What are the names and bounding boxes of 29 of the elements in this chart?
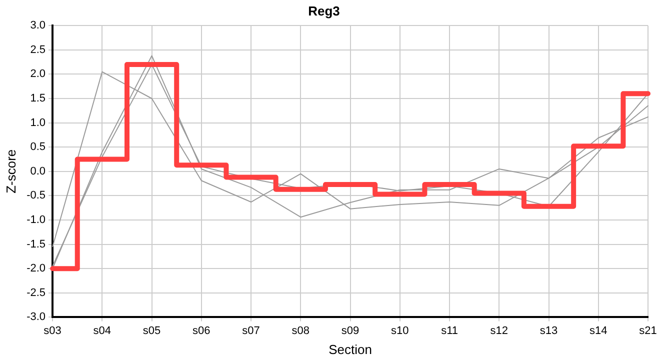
y-tick-label: 0.0 — [30, 165, 46, 178]
x-tick-label: s21 — [639, 324, 657, 337]
y-tick-label: 3.0 — [30, 20, 46, 32]
y-tick-label: -2.0 — [26, 262, 46, 275]
x-tick-label: s11 — [441, 324, 458, 337]
y-tick-label: 1.0 — [30, 116, 46, 129]
x-tick-label: s03 — [44, 324, 62, 337]
x-tick-label: s09 — [341, 324, 360, 337]
x-axis-title: Section — [328, 342, 372, 357]
y-tick-label: 2.5 — [30, 44, 46, 56]
y-tick-label: -1.5 — [26, 238, 46, 250]
y-tick-label: -2.5 — [26, 286, 46, 299]
x-tick-label: s05 — [142, 324, 161, 337]
y-tick-label: -0.5 — [26, 190, 46, 202]
x-tick-label: s04 — [93, 324, 112, 337]
y-tick-label: 0.5 — [30, 141, 46, 154]
y-tick-label: 2.0 — [30, 68, 46, 80]
chart-title: Reg3 — [308, 3, 340, 18]
y-tick-label: 1.5 — [30, 92, 46, 105]
y-axis-title: Z-score — [3, 149, 18, 194]
x-tick-label: s10 — [391, 324, 409, 337]
x-tick-label: s08 — [292, 324, 310, 337]
x-tick-label: s13 — [540, 324, 558, 337]
y-tick-label: -3.0 — [26, 311, 46, 324]
x-tick-label: s07 — [242, 324, 260, 337]
x-tick-label: s12 — [490, 324, 508, 337]
y-tick-label: -1.0 — [26, 214, 46, 226]
x-tick-label: s14 — [590, 324, 608, 337]
x-tick-label: s06 — [192, 324, 210, 337]
